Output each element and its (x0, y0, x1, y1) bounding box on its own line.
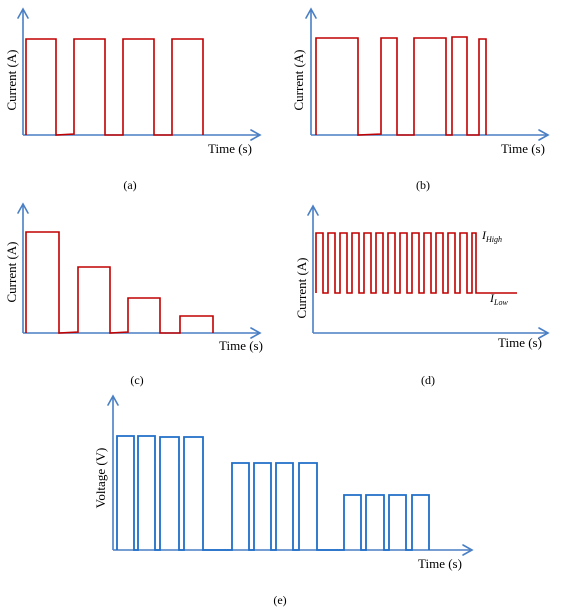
panel-d-high-level-label: IHigh (481, 228, 502, 244)
panel-e-waveform (116, 435, 430, 551)
panel-c-y-axis-label: Current (A) (4, 241, 19, 302)
panel-c-x-axis-label: Time (s) (219, 338, 263, 353)
panel-b-y-axis-label: Current (A) (291, 49, 306, 110)
panel-c-y-arrowhead (17, 202, 29, 214)
panel-a-y-arrowhead (17, 7, 29, 19)
panel-c-waveform (25, 231, 214, 334)
panel-b: Current (A) Time (s) (b) (291, 7, 550, 192)
panel-b-x-axis-label: Time (s) (501, 141, 545, 156)
panel-c-caption: (c) (130, 373, 143, 387)
panel-d-x-arrowhead (538, 327, 550, 339)
panel-e: Voltage (V) Time (s) (e) (93, 394, 474, 607)
panel-d-caption: (d) (421, 373, 435, 387)
panel-b-caption: (b) (416, 178, 430, 192)
panel-d-low-level-label: ILow (489, 291, 508, 307)
panel-e-y-axis-label: Voltage (V) (93, 448, 108, 509)
panel-d: IHigh ILow Current (A) Time (s) (d) (294, 204, 550, 387)
panel-d-x-axis-label: Time (s) (498, 335, 542, 350)
panel-d-waveform (315, 232, 517, 294)
panel-a-y-axis-label: Current (A) (4, 49, 19, 110)
panel-e-y-arrowhead (107, 394, 119, 406)
panel-c: Current (A) Time (s) (c) (4, 202, 263, 387)
panel-a: Current (A) Time (s) (a) (4, 7, 262, 192)
panel-b-waveform (315, 36, 487, 136)
panel-d-y-axis-label: Current (A) (294, 257, 309, 318)
panel-d-y-arrowhead (307, 204, 319, 216)
panel-b-y-arrowhead (305, 7, 317, 19)
panel-a-caption: (a) (123, 178, 136, 192)
panel-c-x-arrowhead (250, 327, 262, 339)
panel-a-waveform (25, 38, 204, 136)
panel-a-x-arrowhead (250, 129, 262, 141)
panel-a-x-axis-label: Time (s) (208, 141, 252, 156)
panel-e-x-axis-label: Time (s) (418, 556, 462, 571)
panel-b-x-arrowhead (538, 129, 550, 141)
panel-e-caption: (e) (273, 593, 286, 607)
panel-e-x-arrowhead (462, 544, 474, 556)
